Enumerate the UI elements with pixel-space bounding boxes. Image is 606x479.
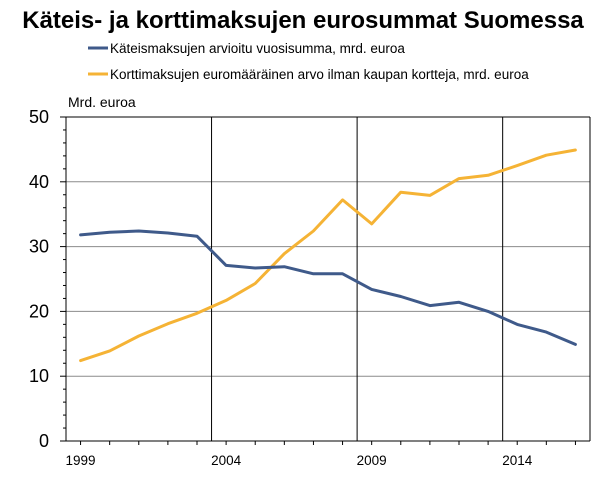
- y-axis-unit-label: Mrd. euroa: [68, 94, 136, 110]
- y-tick-label-20: 20: [29, 301, 49, 321]
- series-line-cash: [79, 229, 577, 346]
- series-line-card: [79, 148, 577, 363]
- y-tick-label-40: 40: [29, 172, 49, 192]
- x-tick-label-1999: 1999: [66, 453, 96, 468]
- chart-title: Käteis- ja korttimaksujen eurosummat Suo…: [22, 7, 584, 34]
- x-tick-label-2009: 2009: [357, 453, 387, 468]
- y-tick-label-30: 30: [29, 237, 49, 257]
- grid: [66, 181, 590, 377]
- x-tick-label-2014: 2014: [502, 453, 533, 468]
- x-tick-label-2004: 2004: [211, 453, 242, 468]
- period-separator-lines: [211, 117, 504, 441]
- series-lines: [79, 148, 577, 363]
- x-tick-labels: 1999 2004 2009 2014: [66, 453, 533, 468]
- legend-label-card: Korttimaksujen euromääräinen arvo ilman …: [110, 67, 529, 82]
- axes: [60, 116, 591, 445]
- y-tick-labels: 0 10 20 30 40 50: [29, 107, 49, 451]
- y-tick-label-0: 0: [39, 431, 49, 451]
- legend: Käteismaksujen arvioitu vuosisumma, mrd.…: [88, 41, 529, 82]
- y-tick-label-50: 50: [29, 107, 49, 127]
- y-tick-label-10: 10: [29, 366, 49, 386]
- legend-label-cash: Käteismaksujen arvioitu vuosisumma, mrd.…: [110, 41, 405, 56]
